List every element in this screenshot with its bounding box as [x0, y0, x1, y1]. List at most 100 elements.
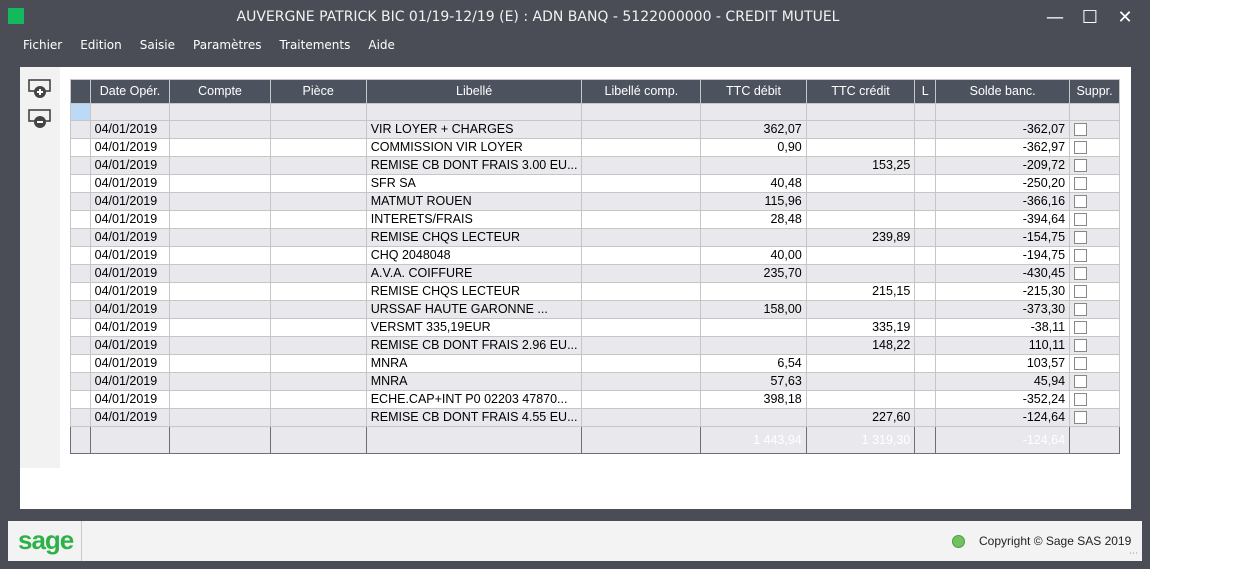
suppr-checkbox[interactable]	[1074, 159, 1088, 173]
table-row[interactable]: 04/01/2019 REMISE CB DONT FRAIS 4.55 EU..…	[70, 408, 1120, 427]
cell-compte[interactable]	[169, 372, 271, 391]
cell-solde-banc[interactable]: -154,75	[935, 228, 1071, 247]
cell-solde-banc[interactable]: -250,20	[935, 174, 1071, 193]
suppr-checkbox[interactable]	[1074, 321, 1088, 335]
table-row[interactable]: 04/01/2019 REMISE CB DONT FRAIS 3.00 EU..…	[70, 156, 1120, 175]
cell-libelle-comp[interactable]	[581, 300, 702, 319]
cell-date[interactable]: 04/01/2019	[89, 318, 171, 337]
cell-libelle-comp[interactable]	[581, 264, 702, 283]
cell-l[interactable]	[914, 156, 937, 175]
row-selector[interactable]	[70, 228, 91, 247]
cell-ttc-credit[interactable]	[805, 192, 916, 211]
cell-ttc-debit[interactable]: 115,96	[700, 192, 807, 211]
cell-libelle-comp[interactable]	[581, 156, 702, 175]
cell-l[interactable]	[914, 120, 937, 139]
suppr-checkbox[interactable]	[1074, 393, 1088, 407]
cell-ttc-debit[interactable]: 40,48	[700, 174, 807, 193]
table-row[interactable]: 04/01/2019 COMMISSION VIR LOYER 0,90 -362,9…	[70, 138, 1120, 157]
cell-libelle-comp[interactable]	[581, 246, 702, 265]
cell-date[interactable]: 04/01/2019	[89, 138, 171, 157]
cell-ttc-debit[interactable]	[700, 408, 807, 427]
cell-libelle[interactable]: INTERETS/FRAIS	[365, 210, 583, 229]
cell-compte[interactable]	[169, 300, 271, 319]
cell-libelle[interactable]: SFR SA	[365, 174, 583, 193]
cell-libelle-comp[interactable]	[581, 138, 702, 157]
minimize-icon[interactable]: —	[1046, 7, 1064, 28]
filter-cell[interactable]	[914, 103, 937, 121]
cell-compte[interactable]	[169, 192, 271, 211]
cell-ttc-debit[interactable]: 0,90	[700, 138, 807, 157]
title-bar[interactable]: AUVERGNE PATRICK BIC 01/19-12/19 (E) : A…	[0, 0, 1150, 34]
cell-libelle-comp[interactable]	[581, 372, 702, 391]
col-date[interactable]: Date Opér.	[89, 79, 171, 104]
cell-ttc-credit[interactable]	[805, 390, 916, 409]
cell-ttc-debit[interactable]: 6,54	[700, 354, 807, 373]
cell-l[interactable]	[914, 246, 937, 265]
cell-compte[interactable]	[169, 156, 271, 175]
suppr-checkbox[interactable]	[1074, 231, 1088, 245]
table-row[interactable]: 04/01/2019 MATMUT ROUEN 115,96 -366,16	[70, 192, 1120, 211]
cell-solde-banc[interactable]: -394,64	[935, 210, 1071, 229]
cell-solde-banc[interactable]: 103,57	[935, 354, 1071, 373]
cell-libelle[interactable]: REMISE CB DONT FRAIS 4.55 EU...	[365, 408, 583, 427]
table-row[interactable]: 04/01/2019 INTERETS/FRAIS 28,48 -394,64	[70, 210, 1120, 229]
cell-ttc-credit[interactable]	[805, 246, 916, 265]
cell-piece[interactable]	[269, 372, 367, 391]
cell-l[interactable]	[914, 192, 937, 211]
table-row[interactable]: 04/01/2019 MNRA 6,54 103,57	[70, 354, 1120, 373]
cell-ttc-credit[interactable]	[805, 138, 916, 157]
cell-l[interactable]	[914, 174, 937, 193]
row-selector[interactable]	[70, 210, 91, 229]
filter-cell[interactable]	[269, 103, 367, 121]
cell-libelle[interactable]: MATMUT ROUEN	[365, 192, 583, 211]
menu-edition[interactable]: Edition	[80, 38, 122, 52]
cell-libelle-comp[interactable]	[581, 192, 702, 211]
cell-libelle[interactable]: ECHE.CAP+INT P0 02203 47870...	[365, 390, 583, 409]
cell-libelle-comp[interactable]	[581, 354, 702, 373]
filter-cell[interactable]	[581, 103, 702, 121]
cell-libelle[interactable]: MNRA	[365, 372, 583, 391]
table-row[interactable]: 04/01/2019 A.V.A. COIFFURE 235,70 -430,45	[70, 264, 1120, 283]
cell-libelle-comp[interactable]	[581, 390, 702, 409]
cell-libelle[interactable]: A.V.A. COIFFURE	[365, 264, 583, 283]
cell-l[interactable]	[914, 282, 937, 301]
add-line-icon[interactable]	[27, 77, 53, 103]
row-selector[interactable]	[70, 120, 91, 139]
cell-compte[interactable]	[169, 282, 271, 301]
suppr-checkbox[interactable]	[1074, 375, 1088, 389]
row-selector[interactable]	[70, 138, 91, 157]
menu-traitements[interactable]: Traitements	[279, 38, 351, 52]
col-piece[interactable]: Pièce	[269, 79, 367, 104]
row-selector[interactable]	[70, 282, 91, 301]
cell-date[interactable]: 04/01/2019	[89, 264, 171, 283]
maximize-icon[interactable]: ☐	[1081, 7, 1099, 28]
filter-cell[interactable]	[805, 103, 916, 121]
cell-date[interactable]: 04/01/2019	[89, 372, 171, 391]
menu-fichier[interactable]: Fichier	[23, 38, 63, 52]
table-row[interactable]: 04/01/2019 REMISE CHQS LECTEUR 215,15 -215,…	[70, 282, 1120, 301]
cell-piece[interactable]	[269, 390, 367, 409]
cell-l[interactable]	[914, 210, 937, 229]
cell-piece[interactable]	[269, 156, 367, 175]
cell-l[interactable]	[914, 264, 937, 283]
menu-aide[interactable]: Aide	[368, 38, 395, 52]
filter-cell-selector[interactable]	[70, 103, 91, 121]
cell-ttc-credit[interactable]	[805, 210, 916, 229]
cell-ttc-credit[interactable]: 215,15	[805, 282, 916, 301]
cell-ttc-debit[interactable]	[700, 228, 807, 247]
suppr-checkbox[interactable]	[1074, 249, 1088, 263]
cell-l[interactable]	[914, 408, 937, 427]
cell-date[interactable]: 04/01/2019	[89, 354, 171, 373]
row-selector[interactable]	[70, 192, 91, 211]
cell-libelle-comp[interactable]	[581, 318, 702, 337]
filter-cell[interactable]	[169, 103, 271, 121]
row-selector[interactable]	[70, 354, 91, 373]
suppr-checkbox[interactable]	[1074, 195, 1088, 209]
cell-libelle[interactable]: VERSMT 335,19EUR	[365, 318, 583, 337]
cell-ttc-debit[interactable]	[700, 282, 807, 301]
cell-solde-banc[interactable]: -209,72	[935, 156, 1071, 175]
row-selector[interactable]	[70, 336, 91, 355]
cell-piece[interactable]	[269, 318, 367, 337]
suppr-checkbox[interactable]	[1074, 123, 1088, 137]
cell-ttc-credit[interactable]: 239,89	[805, 228, 916, 247]
